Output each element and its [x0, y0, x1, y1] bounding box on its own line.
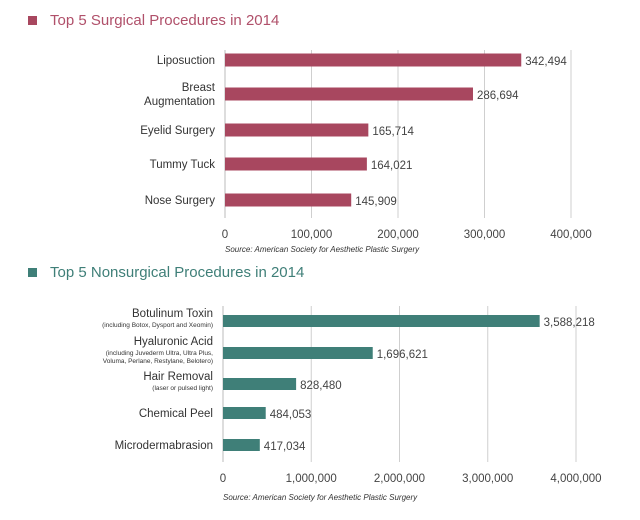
- bar: [225, 87, 473, 101]
- data-label: 484,053: [270, 409, 312, 421]
- category-label: Chemical Peel: [139, 408, 213, 420]
- category-subnote: Voluma, Perlane, Restylane, Belotero): [103, 358, 213, 365]
- bar: [225, 193, 352, 207]
- data-label: 828,480: [300, 380, 342, 392]
- bar: [223, 315, 540, 327]
- chart-title: Top 5 Nonsurgical Procedures in 2014: [50, 264, 304, 281]
- category-label: Breast: [182, 82, 216, 94]
- bar: [223, 347, 373, 359]
- bar: [225, 157, 367, 171]
- x-tick-label: 0: [222, 229, 228, 241]
- x-tick-label: 300,000: [464, 229, 506, 241]
- chart-surgical: Top 5 Surgical Procedures in 2014 0 100,00…: [28, 12, 592, 254]
- category-label: Eyelid Surgery: [140, 125, 215, 137]
- x-tick-label: 1,000,000: [286, 473, 337, 485]
- category-subnote: (laser or pulsed light): [152, 385, 213, 392]
- x-tick-label: 2,000,000: [374, 473, 425, 485]
- x-tick-label: 3,000,000: [462, 473, 513, 485]
- data-label: 3,588,218: [544, 317, 595, 329]
- category-label: Augmentation: [144, 96, 215, 108]
- bar: [225, 123, 369, 137]
- chart-nonsurgical: Top 5 Nonsurgical Procedures in 2014 0 1,0…: [28, 264, 602, 502]
- source-note: Source: American Society for Aesthetic P…: [225, 245, 420, 254]
- data-label: 164,021: [371, 160, 413, 172]
- bar: [223, 439, 260, 451]
- x-tick-label: 100,000: [291, 229, 333, 241]
- bar: [223, 378, 297, 390]
- title-marker-icon: [28, 268, 37, 277]
- data-label: 286,694: [477, 90, 519, 102]
- x-tick-label: 0: [220, 473, 226, 485]
- bar: [223, 407, 266, 419]
- category-label: Hair Removal: [143, 371, 213, 383]
- x-tick-label: 4,000,000: [550, 473, 601, 485]
- data-label: 165,714: [372, 126, 414, 138]
- data-label: 417,034: [264, 441, 306, 453]
- x-tick-label: 400,000: [550, 229, 592, 241]
- category-label: Tummy Tuck: [150, 159, 216, 171]
- category-subnote: (including Juvederm Ultra, Ultra Plus,: [106, 350, 213, 357]
- category-label: Nose Surgery: [145, 195, 216, 207]
- category-label: Microdermabrasion: [115, 440, 213, 452]
- category-subnote: (including Botox, Dysport and Xeomin): [102, 322, 213, 329]
- bar: [225, 53, 522, 67]
- source-note: Source: American Society for Aesthetic P…: [223, 493, 418, 502]
- data-label: 342,494: [525, 56, 567, 68]
- x-tick-label: 200,000: [377, 229, 419, 241]
- category-label: Liposuction: [157, 55, 215, 67]
- title-marker-icon: [28, 16, 37, 25]
- data-label: 1,696,621: [377, 349, 428, 361]
- chart-title: Top 5 Surgical Procedures in 2014: [50, 12, 279, 29]
- category-label: Hyaluronic Acid: [134, 336, 213, 348]
- data-label: 145,909: [355, 196, 397, 208]
- category-label: Botulinum Toxin: [132, 308, 213, 320]
